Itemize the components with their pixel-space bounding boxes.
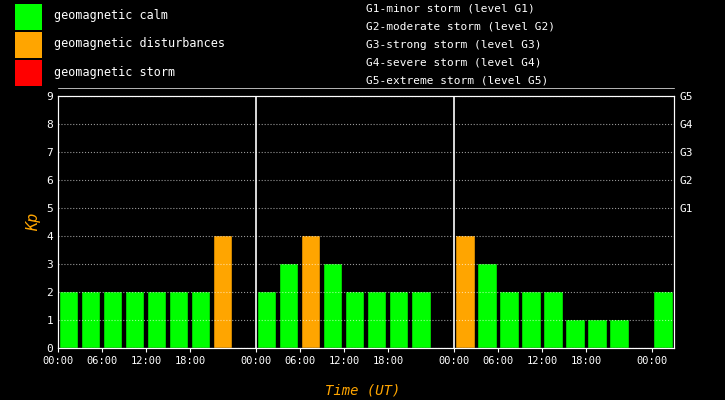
Bar bbox=[191, 292, 210, 348]
Bar bbox=[610, 320, 629, 348]
FancyBboxPatch shape bbox=[14, 4, 42, 30]
Y-axis label: Kp: Kp bbox=[26, 213, 41, 231]
Bar bbox=[346, 292, 365, 348]
Bar bbox=[412, 292, 431, 348]
Bar bbox=[280, 264, 299, 348]
Text: Time (UT): Time (UT) bbox=[325, 384, 400, 398]
Text: geomagnetic disturbances: geomagnetic disturbances bbox=[54, 38, 225, 50]
Bar bbox=[456, 236, 475, 348]
Text: G5-extreme storm (level G5): G5-extreme storm (level G5) bbox=[366, 76, 548, 86]
Bar bbox=[302, 236, 320, 348]
Text: G2-moderate storm (level G2): G2-moderate storm (level G2) bbox=[366, 22, 555, 32]
Text: G3-strong storm (level G3): G3-strong storm (level G3) bbox=[366, 40, 542, 50]
Bar bbox=[566, 320, 584, 348]
Bar bbox=[257, 292, 276, 348]
FancyBboxPatch shape bbox=[14, 60, 42, 86]
Bar bbox=[654, 292, 673, 348]
Bar bbox=[500, 292, 518, 348]
Text: geomagnetic calm: geomagnetic calm bbox=[54, 9, 168, 22]
Bar bbox=[82, 292, 100, 348]
Bar bbox=[59, 292, 78, 348]
Text: G1-minor storm (level G1): G1-minor storm (level G1) bbox=[366, 4, 535, 14]
Bar bbox=[125, 292, 144, 348]
Bar bbox=[544, 292, 563, 348]
Bar bbox=[588, 320, 607, 348]
Bar bbox=[214, 236, 233, 348]
Bar bbox=[170, 292, 188, 348]
Bar bbox=[324, 264, 342, 348]
Bar bbox=[148, 292, 167, 348]
Bar bbox=[104, 292, 123, 348]
Bar bbox=[390, 292, 408, 348]
Bar bbox=[368, 292, 386, 348]
FancyBboxPatch shape bbox=[14, 32, 42, 58]
Bar bbox=[522, 292, 541, 348]
Bar bbox=[478, 264, 497, 348]
Text: G4-severe storm (level G4): G4-severe storm (level G4) bbox=[366, 58, 542, 68]
Text: geomagnetic storm: geomagnetic storm bbox=[54, 66, 175, 79]
